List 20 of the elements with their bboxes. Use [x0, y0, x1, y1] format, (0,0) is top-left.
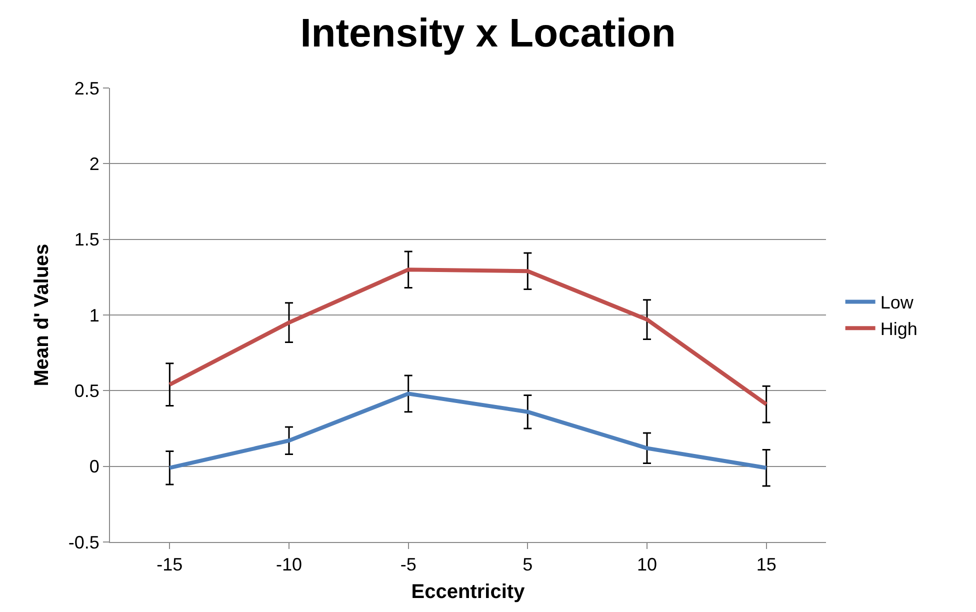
chart-title: Intensity x Location [300, 11, 676, 56]
x-tick-label: -10 [276, 554, 302, 575]
y-axis-title: Mean d' Values [30, 244, 53, 386]
y-tick-label: 0 [89, 456, 100, 477]
y-tick-label: 1.5 [74, 230, 100, 250]
y-tick-label: -0.5 [68, 532, 100, 552]
y-tick-label: 1 [89, 305, 100, 326]
x-tick-label: -15 [156, 554, 183, 575]
x-axis-title: Eccentricity [411, 581, 526, 604]
x-tick-label: -5 [400, 554, 416, 575]
y-tick-label: 0.5 [74, 380, 100, 401]
y-tick-label: 2 [89, 154, 100, 174]
x-tick-label: 10 [636, 554, 658, 575]
legend-label: Low [880, 292, 914, 313]
x-tick-label: 15 [756, 554, 776, 575]
line-series [168, 268, 768, 406]
line-series [168, 392, 768, 470]
y-tick-label: 2.5 [74, 78, 100, 98]
x-tick-label: 5 [522, 554, 533, 575]
legend-label: High [880, 319, 918, 340]
